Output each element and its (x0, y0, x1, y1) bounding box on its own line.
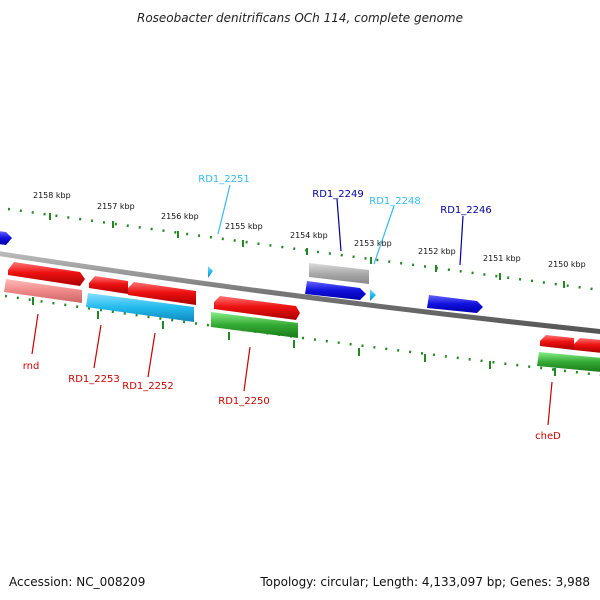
kbp-label-2151: 2151 kbp (483, 254, 521, 263)
kbp-label-2154: 2154 kbp (290, 231, 328, 240)
leader-rd1-2252 (147, 332, 156, 378)
leader-ched (547, 381, 553, 426)
gene-rd1-2249-gray[interactable] (309, 263, 369, 284)
leader-rd1-2248 (373, 205, 395, 265)
topology-text: Topology: circular; Length: 4,133,097 bp… (259, 575, 590, 589)
label-rd1-2248[interactable]: RD1_2248 (369, 196, 420, 207)
gene-rd1-2252[interactable] (128, 282, 196, 305)
map-title: Roseobacter denitrificans OCh 114, compl… (137, 11, 463, 25)
accession-text: Accession: NC_008209 (9, 575, 145, 589)
gene-rd1-2250-upper[interactable] (214, 296, 300, 320)
kbp-label-2157: 2157 kbp (97, 202, 135, 211)
gene-rnd-upper[interactable] (8, 262, 85, 286)
gene-ched[interactable] (537, 352, 600, 372)
gene-rd1-2250[interactable] (211, 312, 298, 338)
gene-rnd[interactable] (4, 279, 82, 303)
leader-rd1-2249 (336, 198, 342, 252)
label-rnd[interactable]: rnd (23, 361, 40, 372)
kbp-label-2150: 2150 kbp (548, 260, 586, 269)
kbp-label-2152: 2152 kbp (418, 247, 456, 256)
leader-rd1-2246 (459, 215, 464, 266)
label-rd1-2249[interactable]: RD1_2249 (312, 189, 363, 200)
leader-rd1-2250 (243, 346, 251, 392)
label-rd1-2251[interactable]: RD1_2251 (198, 174, 249, 185)
gene-right-red-2[interactable] (574, 338, 600, 353)
kbp-label-2156: 2156 kbp (161, 212, 199, 221)
gene-rd1-2253[interactable] (86, 293, 194, 322)
genome-backbone (0, 251, 600, 334)
label-ched[interactable]: cheD (535, 431, 561, 442)
label-rd1-2250[interactable]: RD1_2250 (218, 396, 269, 407)
kbp-label-2158: 2158 kbp (33, 191, 71, 200)
gene-rd1-2249[interactable] (305, 281, 366, 300)
leader-rnd (31, 313, 39, 355)
gene-right-red-1[interactable] (540, 335, 574, 350)
label-rd1-2246[interactable]: RD1_2246 (440, 205, 491, 216)
upper-scale (7, 207, 600, 292)
label-rd1-2253[interactable]: RD1_2253 (68, 374, 119, 385)
gene-rd1-2246[interactable] (427, 295, 483, 313)
leader-rd1-2253 (93, 324, 102, 369)
gene-rd1-2251[interactable] (208, 266, 213, 278)
gene-rd1-2253-upper[interactable] (89, 276, 128, 294)
leader-rd1-2251 (217, 184, 231, 235)
lower-scale (4, 294, 600, 377)
kbp-label-2153: 2153 kbp (354, 239, 392, 248)
gene-left-edge-arrow[interactable] (0, 231, 12, 245)
label-rd1-2252[interactable]: RD1_2252 (122, 381, 173, 392)
gene-rd1-2248[interactable] (370, 289, 376, 301)
kbp-label-2155: 2155 kbp (225, 222, 263, 231)
